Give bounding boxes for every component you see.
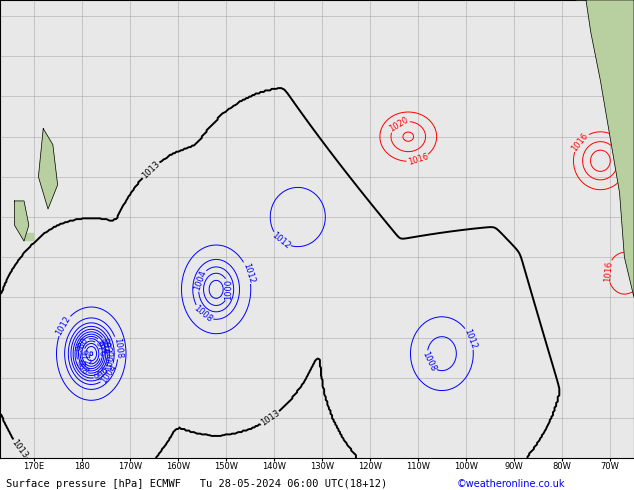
- Text: 1000: 1000: [224, 279, 233, 300]
- Text: 984: 984: [96, 337, 110, 355]
- Text: 1012: 1012: [241, 261, 256, 284]
- Text: 1020: 1020: [610, 144, 624, 166]
- Text: 1016: 1016: [570, 131, 590, 153]
- Text: 1008: 1008: [192, 304, 214, 324]
- Text: 1012: 1012: [270, 230, 292, 251]
- Text: 1013: 1013: [10, 438, 30, 460]
- Text: 1008: 1008: [112, 337, 123, 359]
- Text: ©weatheronline.co.uk: ©weatheronline.co.uk: [456, 479, 565, 489]
- Text: 980: 980: [74, 336, 90, 354]
- Text: 1013: 1013: [259, 409, 281, 428]
- Text: Surface pressure [hPa] ECMWF   Tu 28-05-2024 06:00 UTC(18+12): Surface pressure [hPa] ECMWF Tu 28-05-20…: [6, 479, 387, 489]
- Text: 1008: 1008: [420, 350, 437, 373]
- Text: 972: 972: [77, 348, 91, 367]
- Polygon shape: [24, 233, 34, 241]
- Text: 1016: 1016: [406, 152, 429, 167]
- Text: 1013: 1013: [140, 160, 162, 181]
- Text: 1012: 1012: [463, 327, 479, 350]
- Text: 996: 996: [93, 365, 110, 383]
- Text: 1004: 1004: [99, 363, 118, 385]
- Text: 1004: 1004: [192, 269, 208, 292]
- Polygon shape: [576, 0, 634, 297]
- Text: 1016: 1016: [603, 260, 614, 282]
- Text: 992: 992: [100, 337, 113, 355]
- Polygon shape: [15, 201, 29, 241]
- Text: 1020: 1020: [387, 115, 410, 133]
- Text: 988: 988: [72, 358, 89, 376]
- Text: 976: 976: [94, 341, 107, 358]
- Text: 1012: 1012: [55, 314, 73, 337]
- Polygon shape: [39, 128, 58, 209]
- Text: 1000: 1000: [105, 349, 117, 371]
